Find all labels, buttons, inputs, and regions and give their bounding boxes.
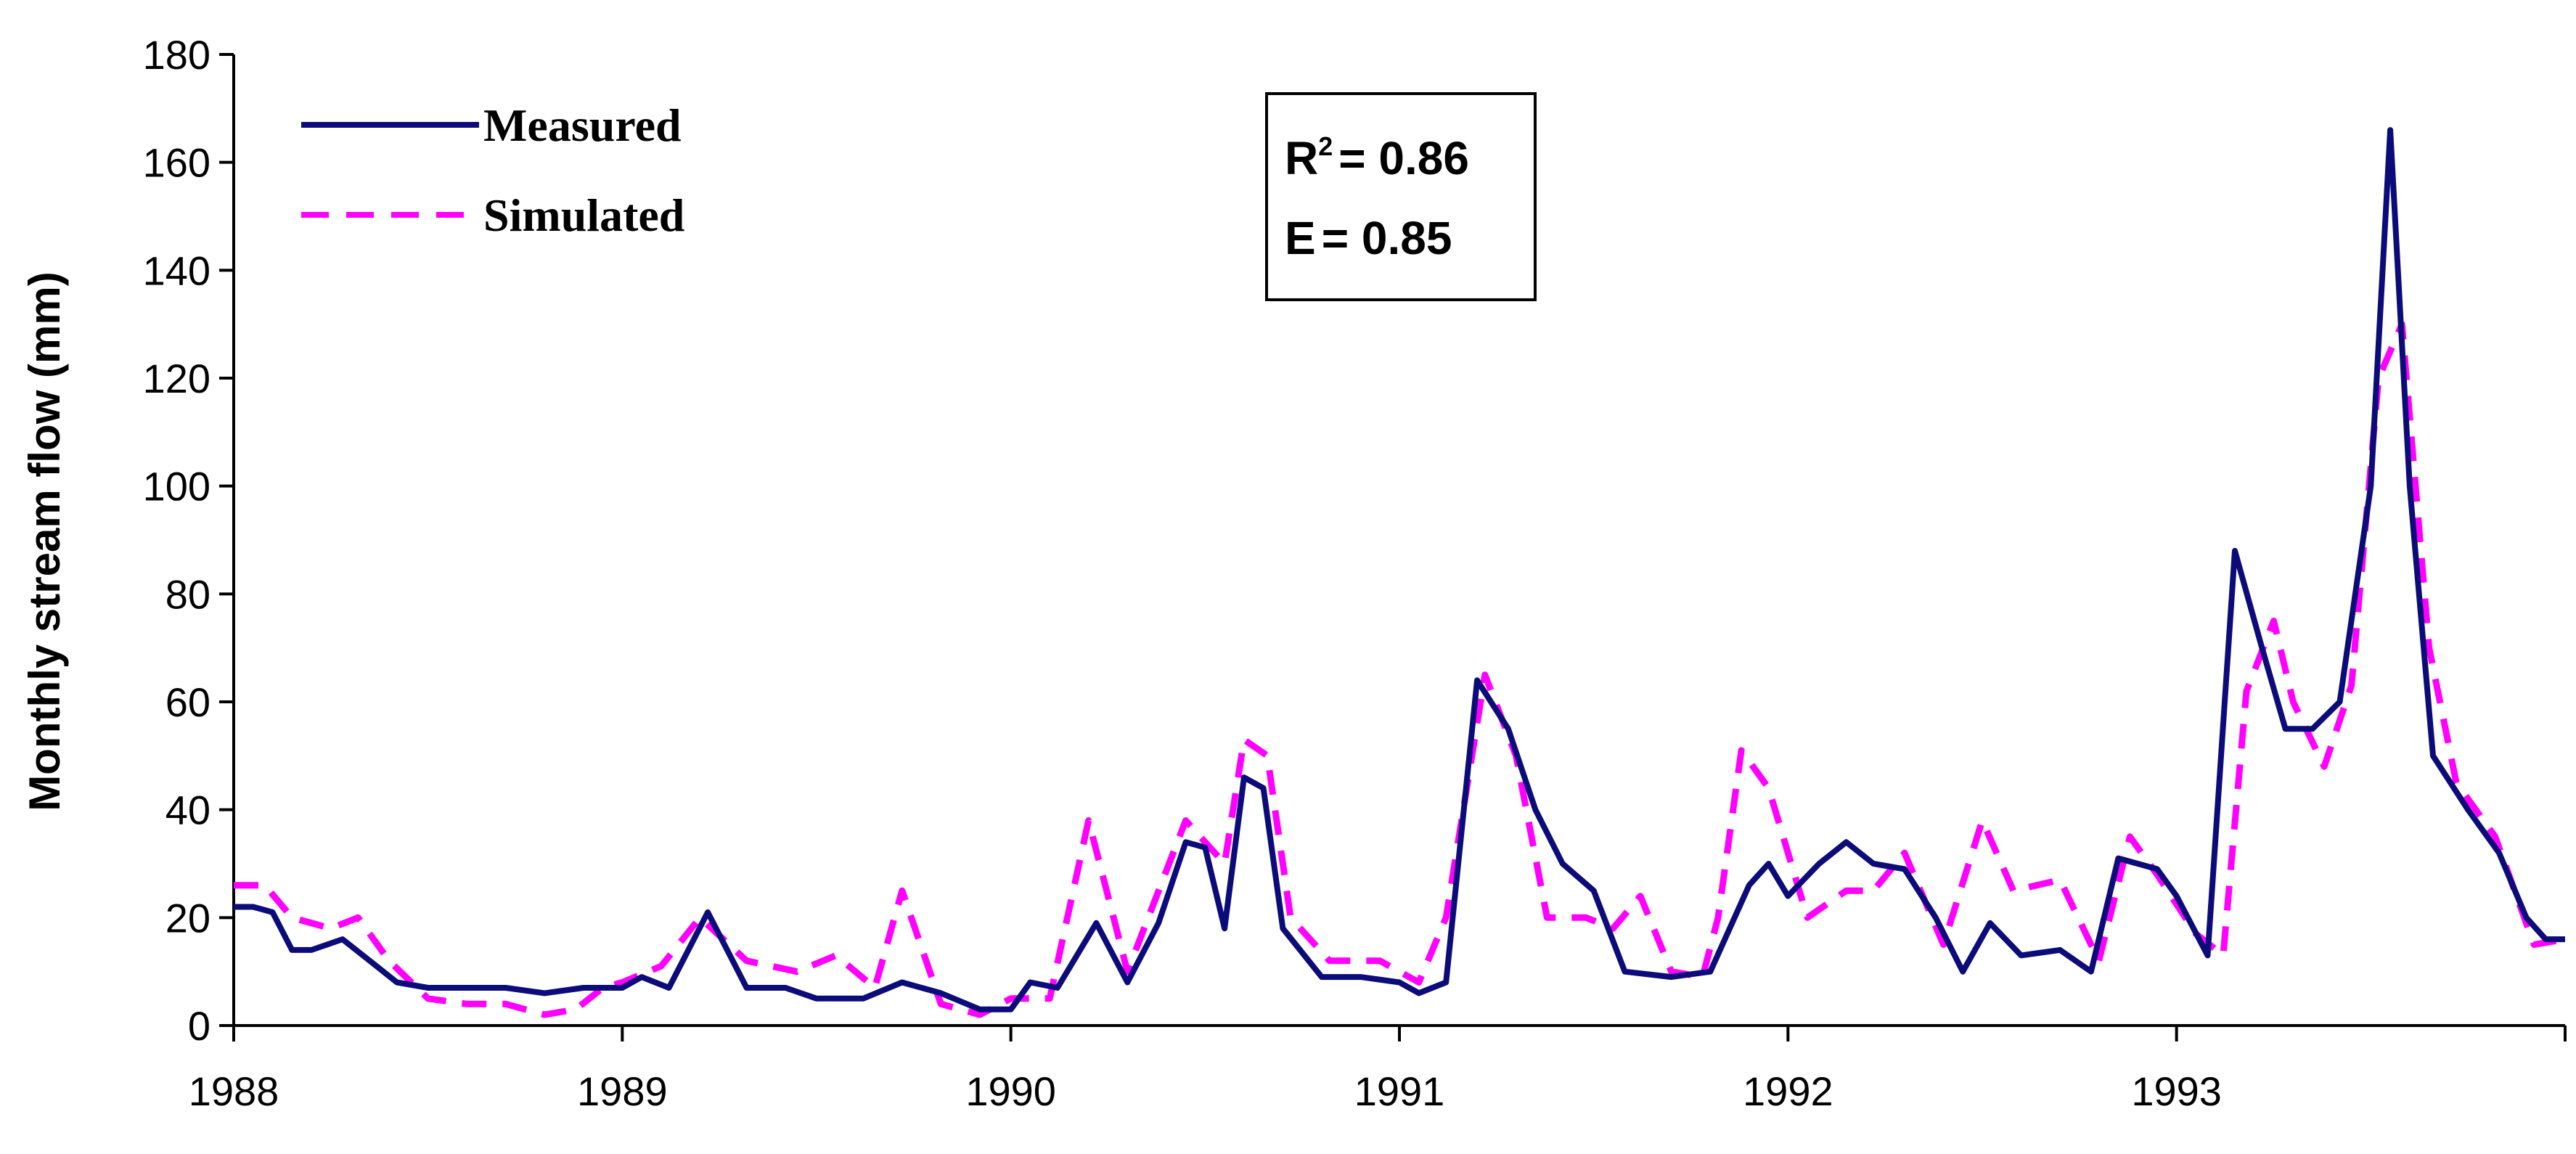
x-tick-label: 1991: [1354, 1068, 1445, 1114]
stat-e: E = 0.85: [1285, 212, 1452, 264]
stat-r2: R2 = 0.86: [1285, 131, 1469, 184]
y-axis-label: Monthly stream flow (mm): [20, 271, 69, 811]
stat-r2-value: = 0.86: [1338, 132, 1469, 184]
stat-r2-superscript: 2: [1318, 131, 1333, 161]
y-tick-label: 60: [165, 679, 210, 725]
series-line-simulated: [234, 321, 2566, 1018]
stat-e-label: E: [1285, 212, 1316, 264]
stat-e-value: = 0.85: [1322, 212, 1452, 264]
legend-label-simulated: Simulated: [483, 189, 684, 241]
series-line-measured: [234, 127, 2565, 1012]
series-layer: [234, 127, 2566, 1018]
y-tick-label: 0: [188, 1003, 210, 1049]
x-ticks: 1988 1989 1990 1991 1992 1993: [189, 1026, 2567, 1114]
stats-box-frame: [1265, 92, 1537, 301]
y-ticks: 0 20 40 60 80 100 120 140 160 180: [143, 32, 234, 1049]
stats-box: R2 = 0.86 E = 0.85: [1265, 92, 1537, 301]
y-tick-label: 160: [143, 140, 210, 186]
legend: Measured Simulated: [301, 99, 684, 241]
y-tick-label: 180: [143, 32, 210, 78]
y-tick-label: 40: [165, 787, 210, 833]
legend-label-measured: Measured: [483, 99, 682, 151]
x-tick-label: 1990: [965, 1068, 1056, 1114]
y-tick-label: 80: [165, 571, 210, 617]
y-tick-label: 140: [143, 247, 210, 293]
x-tick-label: 1992: [1743, 1068, 1833, 1114]
y-tick-label: 100: [143, 464, 210, 510]
stat-r2-label: R: [1285, 132, 1318, 184]
y-tick-label: 120: [143, 356, 210, 401]
x-tick-label: 1989: [577, 1068, 668, 1114]
y-tick-label: 20: [165, 895, 210, 941]
x-tick-label: 1993: [2131, 1068, 2222, 1114]
x-tick-label: 1988: [189, 1068, 279, 1114]
